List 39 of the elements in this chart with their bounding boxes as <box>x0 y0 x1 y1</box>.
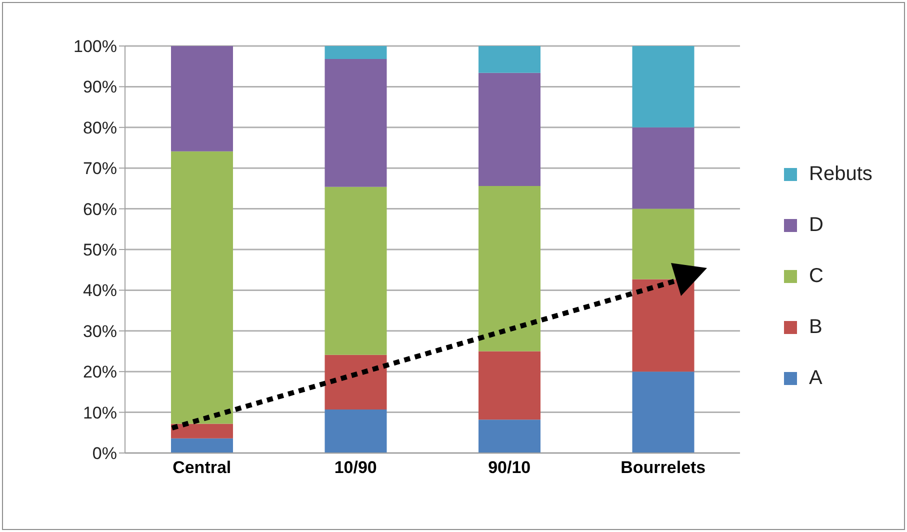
y-tick-label: 100% <box>74 37 117 56</box>
y-tick-label: 30% <box>82 322 117 341</box>
y-tick-label: 50% <box>82 240 117 260</box>
bar <box>632 46 694 128</box>
x-tick-label: 10/90 <box>334 458 377 478</box>
bar <box>171 46 233 152</box>
x-tick-label: 90/10 <box>488 458 531 478</box>
legend-label: B <box>809 316 822 339</box>
bar <box>324 59 387 187</box>
y-tick-label: 10% <box>82 403 117 422</box>
bar <box>478 72 540 186</box>
legend-label: A <box>809 367 822 390</box>
bar <box>632 279 694 372</box>
bar <box>171 438 233 453</box>
x-tick-label: Bourrelets <box>620 458 706 478</box>
bar <box>324 409 387 453</box>
y-tick-label: 40% <box>82 281 117 300</box>
bar <box>478 46 540 73</box>
bar <box>324 354 387 410</box>
bar <box>478 351 540 420</box>
bar <box>171 151 233 424</box>
bar <box>324 46 387 60</box>
bar <box>478 186 540 352</box>
y-tick-label: 90% <box>82 78 117 97</box>
legend-label: D <box>809 214 824 237</box>
legend-label: Rebuts <box>809 163 872 186</box>
bar <box>632 208 694 280</box>
y-tick-label: 0% <box>92 444 117 464</box>
bar <box>324 186 387 355</box>
y-tick-label: 70% <box>82 159 117 178</box>
legend-label: C <box>809 265 824 288</box>
bar <box>632 372 694 453</box>
y-tick-label: 60% <box>82 200 117 219</box>
bar <box>478 420 540 453</box>
x-tick-label: Central <box>172 458 232 478</box>
bar <box>171 424 233 438</box>
bar <box>632 127 694 209</box>
y-tick-label: 20% <box>82 362 117 382</box>
y-tick-label: 80% <box>82 118 117 138</box>
